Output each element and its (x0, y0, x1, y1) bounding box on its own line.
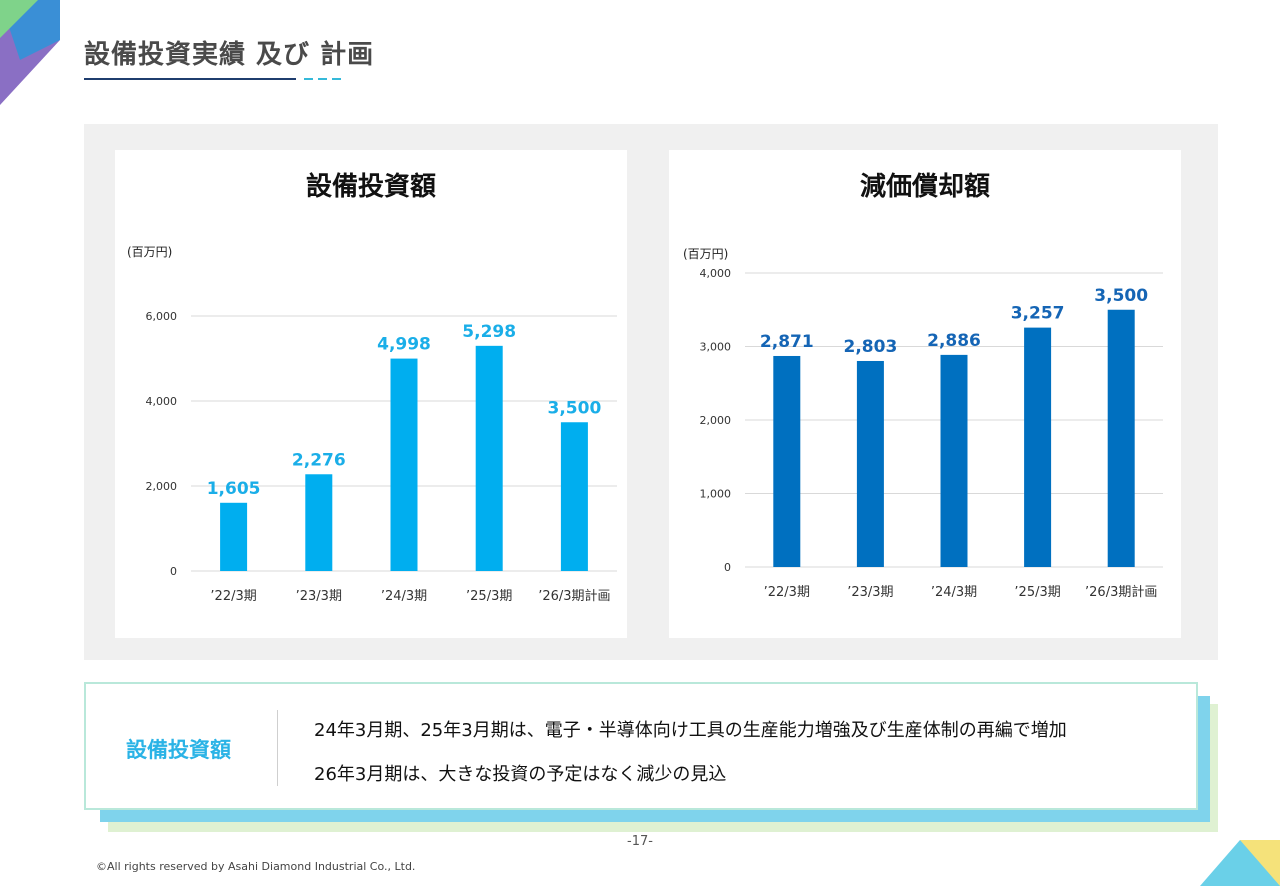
title-dash (332, 78, 341, 80)
data-label: 2,871 (760, 332, 814, 352)
chart-unit-label: (百万円) (127, 245, 173, 259)
depreciation-chart-panel: 減価償却額 (百万円) 0 1,000 2,000 3,000 4,000 2,871 ’2… (669, 150, 1181, 638)
x-tick-label: ’24/3期 (381, 589, 427, 604)
note-box: 設備投資額 24年3月期、25年3月期は、電子・半導体向け工具の生産能力増強及び… (84, 682, 1198, 810)
bar (475, 345, 503, 571)
title-dash (318, 78, 327, 80)
y-tick-label: 2,000 (700, 414, 732, 427)
y-tick-label: 6,000 (146, 310, 178, 323)
y-tick-label: 2,000 (146, 480, 178, 493)
x-tick-label: ’22/3期 (764, 585, 810, 600)
chart-unit-label: (百万円) (683, 247, 729, 261)
depreciation-bar-chart: 0 1,000 2,000 3,000 4,000 2,871 ’22/3期 2,803 ’23… (700, 267, 1163, 600)
corner-decoration-icon (1200, 840, 1280, 886)
data-label: 2,803 (844, 337, 898, 357)
bar (773, 355, 801, 567)
x-tick-label: ’26/3期計画 (538, 588, 610, 604)
x-tick-label: ’26/3期計画 (1085, 584, 1157, 600)
bar (560, 422, 588, 571)
data-label: 2,886 (927, 331, 981, 351)
capex-bar-chart: 0 2,000 4,000 6,000 1,605 ’22/3期 2,276 ’23/3期 4,… (146, 310, 617, 604)
x-tick-label: ’22/3期 (210, 589, 256, 604)
capex-chart-panel: 設備投資額 (百万円) 0 2,000 4,000 6,000 1,605 ’22/3期 2… (115, 150, 627, 638)
chart-title: 減価償却額 (859, 172, 990, 202)
bar (1024, 327, 1052, 567)
title-dash (304, 78, 313, 80)
y-tick-label: 4,000 (700, 267, 732, 280)
copyright: ©All rights reserved by Asahi Diamond In… (96, 860, 416, 873)
data-label: 5,298 (462, 322, 516, 342)
bar (305, 474, 333, 571)
bar (1107, 309, 1135, 567)
page-title: 設備投資実績 及び 計画 (84, 40, 375, 70)
note-divider (277, 710, 278, 786)
y-tick-label: 0 (170, 565, 177, 578)
x-tick-label: ’25/3期 (1014, 585, 1060, 600)
title-underline (84, 78, 296, 80)
data-label: 4,998 (377, 335, 431, 355)
bar (390, 358, 418, 571)
note-label: 設備投資額 (126, 738, 231, 762)
y-tick-label: 0 (724, 561, 731, 574)
chart-area: 設備投資額 (百万円) 0 2,000 4,000 6,000 1,605 ’22/3期 2… (84, 124, 1218, 660)
y-tick-label: 4,000 (146, 395, 178, 408)
y-tick-label: 1,000 (700, 488, 732, 501)
data-label: 2,276 (292, 450, 346, 470)
page-number: -17- (627, 834, 653, 849)
data-label: 3,500 (548, 398, 602, 418)
y-tick-label: 3,000 (700, 341, 732, 354)
data-label: 1,605 (207, 479, 261, 499)
x-tick-label: ’23/3期 (847, 585, 893, 600)
note-line: 24年3月期、25年3月期は、電子・半導体向け工具の生産能力増強及び生産体制の再… (314, 720, 1067, 741)
chart-title: 設備投資額 (305, 172, 436, 202)
data-label: 3,257 (1011, 304, 1065, 324)
bar (220, 502, 248, 571)
note-line: 26年3月期は、大きな投資の予定はなく減少の見込 (314, 764, 727, 785)
bar (856, 360, 884, 567)
x-tick-label: ’23/3期 (296, 589, 342, 604)
x-tick-label: ’24/3期 (931, 585, 977, 600)
x-tick-label: ’25/3期 (466, 589, 512, 604)
bar (940, 354, 968, 567)
data-label: 3,500 (1094, 286, 1148, 306)
corner-decoration-icon (0, 0, 60, 105)
